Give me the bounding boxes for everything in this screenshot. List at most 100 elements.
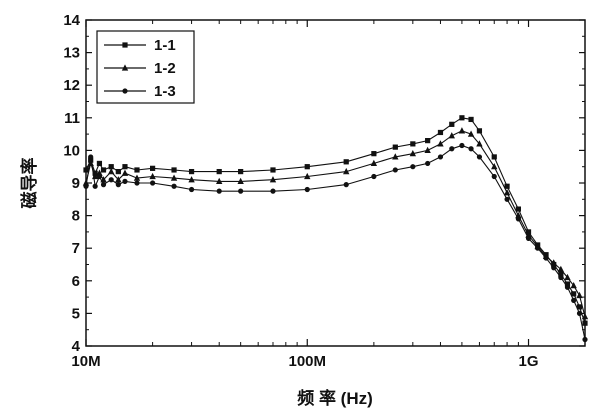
data-point: [515, 206, 521, 212]
data-point: [410, 141, 416, 147]
y-axis: 4 5 6 7 8 9 10 11 12 13 14: [63, 12, 585, 355]
data-point: [134, 180, 140, 186]
series-line: [85, 144, 586, 340]
data-point: [582, 320, 588, 326]
data-point: [525, 235, 532, 242]
legend-box: [96, 30, 195, 104]
data-point: [370, 159, 378, 167]
data-point: [392, 144, 398, 150]
data-point: [122, 178, 128, 184]
data-point: [504, 183, 510, 189]
legend-label: 1-1: [154, 37, 176, 54]
data-point: [459, 115, 465, 121]
data-point: [171, 167, 177, 173]
data-point: [149, 172, 156, 180]
y-tick-label: 14: [63, 12, 80, 29]
data-point: [576, 291, 583, 299]
legend: 1-1 1-2 1-3: [96, 30, 195, 104]
data-point: [150, 165, 156, 171]
data-point: [448, 132, 455, 139]
y-tick-label: 9: [72, 175, 80, 192]
y-tick-label: 12: [63, 77, 80, 94]
data-point: [571, 297, 577, 303]
data-point: [150, 180, 156, 186]
data-point: [581, 312, 589, 320]
data-point: [108, 167, 115, 175]
data-point: [424, 146, 431, 153]
data-point: [92, 183, 98, 189]
data-point: [121, 169, 129, 176]
y-tick-label: 10: [63, 142, 80, 159]
data-point: [459, 142, 465, 149]
data-point: [551, 265, 557, 271]
data-point: [371, 151, 377, 157]
data-point: [564, 284, 571, 290]
data-point: [371, 173, 377, 180]
data-point: [571, 291, 577, 297]
data-point: [468, 146, 474, 152]
data-point: [503, 189, 511, 196]
data-point: [216, 177, 223, 184]
data-point: [437, 154, 444, 160]
data-point: [270, 188, 276, 194]
data-point: [582, 336, 588, 343]
data-point: [188, 186, 195, 193]
data-point: [557, 265, 565, 272]
data-point: [188, 176, 195, 183]
data-point: [343, 159, 349, 165]
data-point: [100, 167, 107, 173]
data-point: [491, 173, 497, 180]
data-point: [96, 160, 103, 167]
y-tick-label: 6: [72, 273, 80, 290]
legend-label: 1-2: [154, 60, 176, 77]
data-point: [458, 127, 466, 134]
data-point: [115, 182, 121, 188]
x-tick-label: 100M: [288, 353, 326, 370]
data-point: [392, 153, 399, 160]
data-point: [410, 164, 416, 170]
data-point: [504, 196, 510, 202]
series-line: [85, 117, 586, 324]
y-axis-label: 磁导率: [19, 158, 39, 209]
y-tick-label: 7: [72, 240, 80, 257]
data-point: [515, 216, 521, 222]
y-tick-label: 13: [63, 45, 80, 62]
data-point: [476, 154, 483, 160]
data-point: [392, 167, 398, 173]
series-layer: [82, 115, 589, 343]
data-point: [425, 160, 431, 167]
data-point: [304, 164, 310, 170]
data-point: [468, 116, 474, 123]
data-point: [343, 167, 350, 175]
legend-marker: [121, 64, 129, 71]
legend-label: 1-3: [154, 83, 176, 100]
data-point: [491, 163, 498, 170]
y-tick-label: 4: [72, 338, 81, 355]
data-point: [238, 168, 244, 175]
y-tick-label: 8: [72, 208, 80, 225]
data-point: [576, 304, 583, 310]
data-point: [134, 167, 140, 173]
data-point: [564, 273, 571, 281]
data-point: [476, 140, 483, 147]
data-point: [188, 168, 195, 175]
data-point: [83, 183, 89, 189]
data-point: [449, 146, 455, 152]
data-point: [108, 177, 114, 183]
data-point: [171, 183, 177, 189]
data-point: [237, 177, 244, 184]
data-point: [270, 167, 276, 173]
data-point: [570, 282, 577, 289]
data-point: [269, 176, 277, 183]
data-point: [83, 167, 89, 173]
data-point: [491, 154, 497, 160]
data-point: [122, 164, 128, 170]
x-axis: 10M 100M 1G: [71, 20, 539, 370]
data-point: [304, 172, 311, 180]
data-point: [476, 128, 483, 134]
data-point: [576, 310, 583, 317]
data-point: [535, 245, 541, 251]
data-point: [449, 121, 455, 127]
data-point: [216, 168, 222, 175]
